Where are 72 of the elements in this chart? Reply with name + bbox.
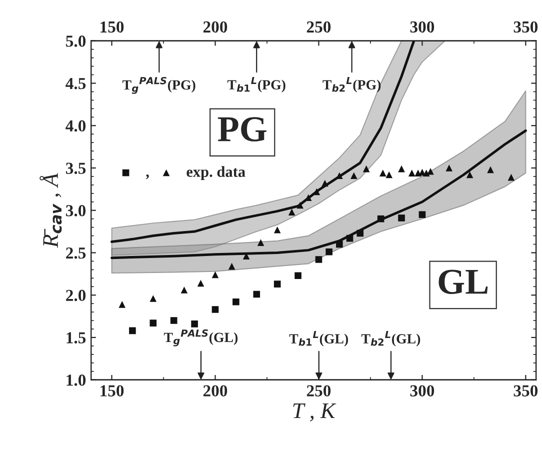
point (398, 214, 405, 222)
point (398, 165, 405, 172)
y-tick-label: 3.5 (66, 162, 86, 174)
point (326, 248, 332, 256)
point (379, 170, 386, 176)
y-tick-label: 1.0 (66, 374, 86, 386)
annotation: T$_{g}$$^{PALS}$(GL) (164, 329, 238, 346)
y-tick-label: 1.5 (66, 332, 86, 344)
point (377, 215, 384, 222)
x2-tick-label: 200 (203, 21, 228, 33)
point (487, 166, 494, 174)
x2-tick-label: 300 (410, 21, 434, 33)
y-tick-label: 2.0 (66, 290, 86, 302)
x-tick-label: 250 (306, 385, 331, 396)
x-tick-label: 150 (100, 385, 124, 396)
point (288, 208, 296, 216)
point (336, 172, 343, 180)
point (191, 320, 198, 328)
x-axis-title: T , K (293, 403, 336, 422)
point (346, 234, 354, 242)
annotation: T$_{b2}$$^{L}$(PG) (322, 76, 381, 92)
y-axis-title: R̄$_{cav}$ , Å (40, 173, 62, 248)
point (427, 168, 434, 175)
y-tick-label: 3.0 (66, 205, 86, 216)
x-tick-label: 300 (410, 385, 434, 396)
point (315, 256, 322, 263)
point (170, 317, 178, 324)
legend-label: exp. data (186, 166, 246, 180)
point (228, 262, 236, 270)
point (129, 327, 136, 334)
point (118, 301, 126, 308)
point (408, 170, 416, 176)
point (150, 295, 157, 302)
x2-tick-label: 250 (306, 21, 331, 33)
x2-tick-label: 350 (514, 21, 538, 33)
annotation: T$_{g}$$^{PALS}$(PG) (122, 76, 196, 94)
legend-label: , (146, 174, 149, 180)
x2-tick-label: 150 (100, 21, 124, 33)
y-tick-label: 4.0 (66, 120, 86, 132)
annotation: T$_{b1}$$^{L}$(GL) (289, 330, 348, 346)
point (336, 240, 343, 248)
point (212, 306, 219, 313)
point (466, 171, 474, 178)
point (350, 172, 358, 180)
point (197, 280, 204, 287)
y-tick-label: 4.5 (66, 78, 86, 90)
point (418, 211, 426, 218)
y-tick-label: 2.5 (66, 247, 86, 259)
annotation: T$_{b2}$$^{L}$(GL) (361, 330, 420, 346)
point (313, 188, 320, 196)
annotation: T$_{b1}$$^{L}$(PG) (227, 76, 286, 92)
point (322, 180, 328, 187)
point (212, 271, 219, 278)
point (274, 280, 281, 288)
point (150, 320, 157, 326)
x-tick-label: 350 (514, 385, 538, 396)
annotation: GL (438, 270, 488, 294)
point (386, 171, 392, 178)
point (296, 202, 304, 209)
point (253, 290, 260, 298)
x-tick-label: 200 (203, 385, 228, 396)
point (508, 174, 515, 181)
annotation: PG (218, 117, 266, 142)
point (180, 286, 188, 294)
point (356, 230, 364, 237)
point (362, 165, 370, 172)
point (232, 298, 240, 306)
point (294, 272, 302, 280)
point (257, 239, 264, 246)
point (274, 226, 281, 234)
point (446, 164, 453, 172)
y-tick-label: 5.0 (66, 36, 86, 47)
